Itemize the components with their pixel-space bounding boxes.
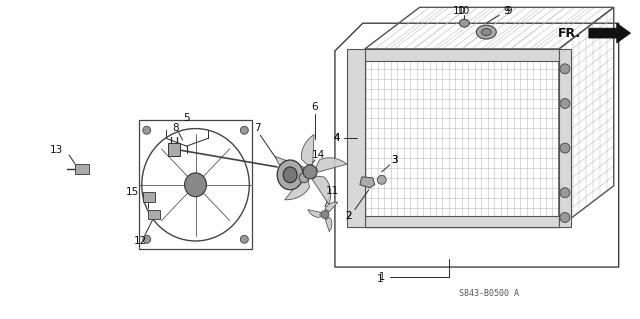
Ellipse shape — [481, 29, 492, 36]
Text: 13: 13 — [50, 145, 63, 155]
Ellipse shape — [303, 165, 317, 179]
Polygon shape — [301, 134, 314, 165]
Text: 8: 8 — [172, 123, 179, 133]
Text: 15: 15 — [125, 187, 139, 197]
Polygon shape — [75, 164, 89, 174]
Ellipse shape — [241, 235, 248, 243]
Text: S843-B0500 A: S843-B0500 A — [460, 289, 519, 298]
Ellipse shape — [460, 19, 469, 27]
Ellipse shape — [560, 64, 570, 74]
Polygon shape — [168, 143, 180, 156]
Ellipse shape — [299, 173, 309, 183]
Polygon shape — [325, 217, 332, 232]
Ellipse shape — [476, 25, 496, 39]
Polygon shape — [148, 210, 160, 219]
Text: 6: 6 — [312, 102, 318, 113]
Text: 14: 14 — [312, 150, 324, 160]
Polygon shape — [365, 216, 559, 227]
Text: 2: 2 — [346, 211, 352, 220]
Polygon shape — [285, 176, 310, 200]
Text: 7: 7 — [254, 123, 260, 133]
Ellipse shape — [277, 160, 303, 190]
Ellipse shape — [283, 167, 297, 183]
Text: 3: 3 — [392, 155, 397, 165]
Ellipse shape — [321, 211, 329, 219]
Polygon shape — [275, 157, 304, 176]
Polygon shape — [312, 176, 331, 204]
Text: 11: 11 — [325, 186, 339, 196]
Text: 1: 1 — [376, 274, 383, 284]
Text: 12: 12 — [134, 236, 147, 246]
Ellipse shape — [184, 173, 207, 197]
Ellipse shape — [560, 143, 570, 153]
Polygon shape — [360, 177, 375, 188]
Text: 4: 4 — [334, 133, 340, 143]
Ellipse shape — [560, 99, 570, 108]
Polygon shape — [365, 49, 559, 61]
Ellipse shape — [143, 126, 151, 134]
Ellipse shape — [143, 235, 151, 243]
Ellipse shape — [377, 175, 386, 184]
Polygon shape — [347, 49, 365, 227]
Polygon shape — [143, 192, 155, 202]
Ellipse shape — [241, 126, 248, 134]
Text: 10: 10 — [458, 6, 470, 16]
Polygon shape — [559, 49, 571, 227]
Polygon shape — [589, 23, 630, 43]
Text: 3: 3 — [392, 155, 398, 165]
Text: 9: 9 — [503, 6, 509, 16]
Text: 10: 10 — [453, 6, 466, 16]
Text: 1: 1 — [379, 272, 385, 282]
Text: 5: 5 — [183, 113, 190, 123]
Polygon shape — [325, 202, 338, 212]
Ellipse shape — [560, 212, 570, 222]
Text: 4: 4 — [333, 133, 340, 143]
Text: FR.: FR. — [557, 26, 581, 40]
Polygon shape — [316, 158, 347, 172]
Polygon shape — [308, 210, 321, 217]
Text: 2: 2 — [346, 211, 352, 220]
Ellipse shape — [560, 188, 570, 198]
Text: 9: 9 — [506, 6, 513, 16]
